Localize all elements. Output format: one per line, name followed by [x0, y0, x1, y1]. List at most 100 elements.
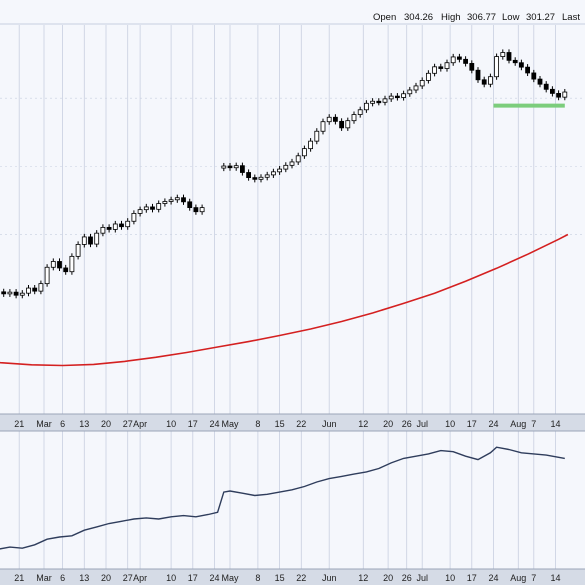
candle-body — [401, 93, 407, 98]
candle-body — [252, 177, 258, 180]
indicator-panel — [0, 431, 585, 569]
candle-body — [394, 95, 400, 99]
candle-body — [94, 232, 100, 245]
candle-body — [289, 161, 295, 166]
indicator-axis-tick-label: 22 — [296, 573, 306, 583]
candle-body — [69, 255, 75, 273]
candle-body — [88, 236, 93, 245]
indicator-axis-tick-label: 13 — [79, 573, 89, 583]
price-axis-tick-label: Aug — [510, 419, 526, 429]
candle-body — [432, 66, 438, 74]
candle-body — [463, 58, 469, 64]
candle-body — [512, 59, 518, 64]
price-axis-tick-label: 21 — [14, 419, 24, 429]
high-label: High — [441, 12, 461, 23]
indicator-axis-tick-label: 8 — [255, 573, 260, 583]
candle-body — [119, 223, 124, 228]
price-axis-tick-label: Apr — [133, 419, 147, 429]
indicator-axis-tick-label: 10 — [445, 573, 455, 583]
candle-body — [100, 226, 106, 234]
price-axis-tick-label: 7 — [531, 419, 536, 429]
candle-body — [550, 88, 555, 94]
candle-body — [181, 197, 186, 203]
price-axis-tick-label: 26 — [402, 419, 412, 429]
indicator-axis-ticks: 21 Mar 6 13 20 27 Apr 10 17 24 May 8 15 22 Jun 12 20 26 Ju… — [14, 573, 560, 583]
candle-body — [332, 116, 338, 122]
candle-body — [543, 83, 549, 90]
candle-body — [221, 165, 227, 169]
candle-body — [106, 226, 112, 230]
candle-body — [193, 207, 199, 213]
candle-body — [519, 62, 524, 68]
indicator-axis-tick-label: 15 — [275, 573, 285, 583]
candle-body — [150, 206, 155, 210]
price-axis-tick-label: 17 — [467, 419, 477, 429]
candle-body — [438, 66, 444, 69]
price-axis-tick-label: 20 — [383, 419, 393, 429]
price-axis-tick-label: 8 — [255, 419, 260, 429]
candle-body — [308, 140, 314, 150]
indicator-axis-tick-label: Jun — [322, 573, 337, 583]
candle-body — [382, 98, 388, 103]
candle-body — [370, 100, 376, 104]
price-axis-tick-label: 20 — [101, 419, 111, 429]
candle-body — [444, 62, 450, 69]
candle-body — [537, 78, 543, 85]
price-axis-tick-label: 17 — [188, 419, 198, 429]
indicator-axis-tick-label: 24 — [209, 573, 219, 583]
candle-body — [450, 56, 456, 64]
candle-body — [239, 165, 245, 173]
candle-body — [283, 164, 289, 170]
candle-body — [227, 165, 233, 169]
indicator-axis-tick-label: Apr — [133, 573, 147, 583]
price-axis-tick-label: May — [221, 419, 239, 429]
price-axis-tick-label: Mar — [36, 419, 52, 429]
price-axis-band — [0, 414, 585, 431]
last-label: Last — [562, 12, 580, 23]
candle-body — [500, 52, 506, 57]
price-axis-tick-label: 13 — [79, 419, 89, 429]
indicator-axis-tick-label: 17 — [188, 573, 198, 583]
candle-body — [363, 102, 369, 111]
candle-body — [419, 80, 425, 87]
price-axis-tick-label: 24 — [209, 419, 219, 429]
indicator-axis-tick-label: 20 — [383, 573, 393, 583]
candle-body — [143, 206, 149, 211]
candle-body — [57, 261, 62, 269]
candle-body — [199, 207, 205, 213]
low-value: 301.27 — [526, 12, 555, 23]
price-axis-ticks: 821Mar6132027Apr101724May81522Jun122026J… — [14, 419, 560, 429]
candle-body — [7, 291, 13, 295]
price-axis-tick-label: 27 — [123, 419, 133, 429]
candle-body — [258, 176, 264, 180]
indicator-axis-tick-label: Jul — [416, 573, 428, 583]
candle-body — [264, 174, 270, 178]
price-axis-tick-label: 15 — [275, 419, 285, 429]
candle-body — [174, 197, 180, 201]
candle-body — [351, 114, 357, 122]
candle-body — [32, 287, 38, 292]
indicator-axis-tick-label: 26 — [402, 573, 412, 583]
price-panel — [0, 0, 585, 414]
candle-body — [125, 220, 131, 228]
candle-body — [112, 223, 118, 230]
candle-body — [469, 63, 475, 71]
candle-body — [50, 261, 56, 268]
indicator-axis-tick-label: 17 — [467, 573, 477, 583]
candle-body — [456, 56, 462, 60]
low-label: Low — [502, 12, 520, 23]
indicator-axis-band — [0, 569, 585, 585]
candle-body — [38, 283, 44, 292]
price-axis-tick-label: 6 — [60, 419, 65, 429]
candle-body — [425, 72, 431, 81]
price-panel-gridlines — [0, 25, 585, 414]
candle-body — [506, 52, 512, 61]
candle-body — [487, 76, 493, 85]
price-axis-tick-label: 14 — [550, 419, 560, 429]
candle-body — [481, 79, 487, 85]
price-axis-tick-label: 10 — [445, 419, 455, 429]
candle-body — [407, 89, 413, 95]
moving-average-line — [0, 233, 569, 367]
indicator-axis-tick-label: Aug — [510, 573, 526, 583]
